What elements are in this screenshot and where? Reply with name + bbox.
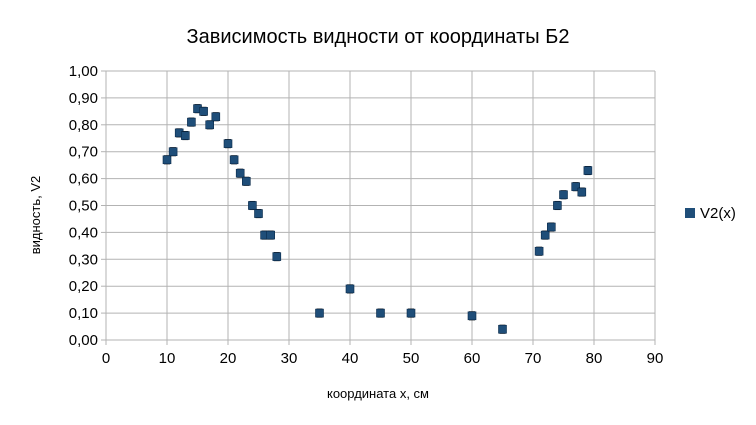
x-tick-label: 20 [220,350,237,367]
data-point [223,139,233,149]
data-point [553,200,562,211]
data-point-marker [205,120,214,130]
data-points [162,104,593,334]
data-point-marker [406,308,416,318]
data-point-marker [540,230,550,240]
y-axis-label: видность, V2 [28,176,43,255]
x-tick-label: 90 [647,350,664,367]
data-point-marker [553,201,562,210]
y-tick-label: 0,30 [69,251,98,268]
x-tick-label: 40 [342,350,359,367]
data-point-marker [534,246,544,256]
data-point [181,131,190,141]
data-point [345,284,355,294]
y-tick-label: 0,00 [69,332,98,349]
data-point [235,168,245,178]
chart-title: Зависимость видности от координаты Б2 [187,26,570,48]
x-axis-label: координата x, см [327,386,429,401]
data-point-marker [546,222,556,232]
data-point-marker [242,176,251,186]
y-tick-label: 0,70 [69,144,98,161]
data-point [540,230,550,240]
data-point-marker [248,201,257,210]
data-point [162,155,172,165]
data-point [205,120,214,130]
data-point-marker [559,190,568,200]
data-point-marker [272,252,282,261]
data-point [187,117,196,127]
x-tick-label: 0 [102,350,110,367]
data-point [498,324,507,334]
data-point-marker [223,139,233,148]
data-point [266,230,276,240]
data-point-marker [254,209,263,218]
y-tick-label: 1,00 [69,63,98,80]
grid [106,70,656,340]
y-tick-label: 0,20 [69,278,98,295]
y-tick-label: 0,90 [69,90,98,107]
data-point [546,222,556,232]
data-point [315,308,324,318]
y-tick-label: 0,40 [69,224,98,241]
data-point [559,190,568,200]
data-point-marker [168,147,178,156]
x-tick-label: 50 [403,350,420,367]
data-point-marker [577,187,587,197]
y-tick-label: 0,50 [69,198,98,215]
data-point [406,308,416,318]
data-point-marker [345,284,355,294]
data-point [376,308,385,318]
data-point [193,104,202,114]
data-point-marker [162,155,172,165]
data-point-marker [229,155,239,165]
legend-marker [685,208,695,218]
x-tick-label: 80 [586,350,603,367]
data-point [229,155,239,165]
x-tick-label: 70 [525,350,542,367]
x-tick-label: 60 [464,350,481,367]
data-point-marker [181,131,190,140]
data-point-marker [498,324,507,334]
legend: V2(x) [685,205,736,222]
x-tick-label: 30 [281,350,298,367]
x-axis-ticks: 0 10 20 30 40 50 60 70 80 90 [102,340,664,367]
data-point-marker [187,117,196,127]
data-point-marker [467,311,477,321]
x-tick-label: 10 [159,350,176,367]
data-point-marker [199,107,208,116]
data-point [534,246,544,256]
data-point [583,165,593,176]
data-point [467,311,477,321]
legend-label: V2(x) [700,205,736,222]
data-point [272,252,282,262]
data-point-marker [583,166,593,175]
data-point [254,209,263,219]
data-point [242,176,251,186]
data-point-marker [571,182,581,191]
data-point [211,112,221,122]
data-point-marker [376,308,385,318]
data-point-marker [235,168,245,178]
y-tick-label: 0,10 [69,305,98,322]
data-point [248,200,257,211]
data-point [199,106,208,116]
data-point [168,147,178,157]
data-point-marker [211,112,221,122]
y-tick-label: 0,60 [69,171,98,188]
data-point-marker [266,230,276,240]
data-point-marker [315,308,324,318]
y-axis-ticks: 0,00 0,10 0,20 0,30 0,40 0,50 0,60 0,70 0,80 0,90… [69,63,106,349]
data-point [577,187,587,197]
y-tick-label: 0,80 [69,117,98,134]
